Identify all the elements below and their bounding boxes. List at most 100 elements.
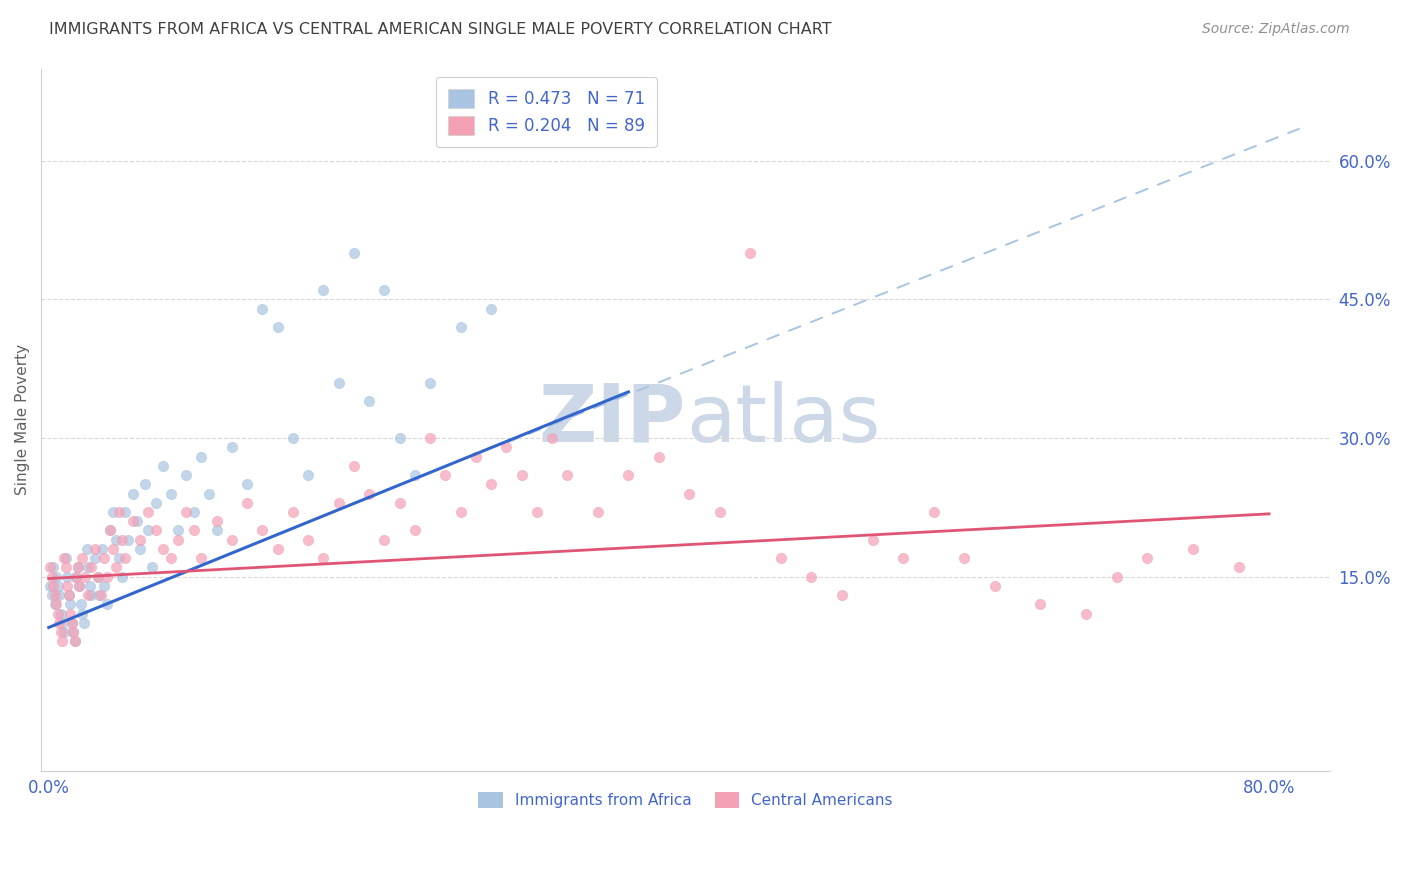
- Point: [44, 588, 66, 602]
- Point: [183, 505, 205, 519]
- Y-axis label: Single Male Poverty: Single Male Poverty: [15, 344, 30, 495]
- Point: [101, 541, 124, 556]
- Point: [922, 505, 945, 519]
- Point: [65, 569, 87, 583]
- Point: [51, 615, 73, 630]
- Point: [108, 505, 131, 519]
- Point: [101, 505, 124, 519]
- Point: [114, 551, 136, 566]
- Point: [66, 560, 89, 574]
- Point: [127, 514, 149, 528]
- Point: [121, 514, 143, 528]
- Point: [586, 505, 609, 519]
- Point: [221, 440, 243, 454]
- Point: [45, 569, 67, 583]
- Point: [1074, 607, 1097, 621]
- Point: [108, 551, 131, 566]
- Point: [49, 625, 72, 640]
- Point: [388, 496, 411, 510]
- Legend: Immigrants from Africa, Central Americans: Immigrants from Africa, Central American…: [471, 784, 900, 815]
- Point: [464, 450, 486, 464]
- Point: [56, 579, 79, 593]
- Point: [55, 551, 77, 566]
- Point: [328, 496, 350, 510]
- Point: [77, 588, 100, 602]
- Point: [55, 560, 77, 574]
- Point: [1105, 569, 1128, 583]
- Point: [104, 533, 127, 547]
- Point: [510, 468, 533, 483]
- Point: [831, 588, 853, 602]
- Point: [48, 588, 70, 602]
- Point: [190, 450, 212, 464]
- Point: [174, 468, 197, 483]
- Point: [145, 524, 167, 538]
- Point: [67, 579, 90, 593]
- Point: [167, 524, 190, 538]
- Point: [141, 560, 163, 574]
- Point: [159, 551, 181, 566]
- Point: [58, 588, 80, 602]
- Point: [526, 505, 548, 519]
- Point: [67, 579, 90, 593]
- Text: atlas: atlas: [686, 381, 880, 458]
- Point: [87, 588, 110, 602]
- Point: [343, 246, 366, 260]
- Point: [159, 486, 181, 500]
- Point: [72, 551, 94, 566]
- Point: [76, 541, 98, 556]
- Point: [359, 486, 381, 500]
- Point: [419, 431, 441, 445]
- Point: [983, 579, 1005, 593]
- Point: [90, 588, 112, 602]
- Point: [404, 468, 426, 483]
- Point: [45, 598, 67, 612]
- Point: [190, 551, 212, 566]
- Point: [152, 541, 174, 556]
- Point: [44, 598, 66, 612]
- Point: [891, 551, 914, 566]
- Point: [557, 468, 579, 483]
- Point: [145, 496, 167, 510]
- Point: [450, 320, 472, 334]
- Point: [709, 505, 731, 519]
- Point: [80, 588, 103, 602]
- Point: [678, 486, 700, 500]
- Point: [152, 458, 174, 473]
- Point: [541, 431, 564, 445]
- Point: [388, 431, 411, 445]
- Point: [236, 477, 259, 491]
- Point: [281, 431, 304, 445]
- Point: [62, 625, 84, 640]
- Point: [86, 569, 108, 583]
- Point: [80, 560, 103, 574]
- Point: [221, 533, 243, 547]
- Point: [617, 468, 640, 483]
- Point: [134, 477, 156, 491]
- Point: [59, 607, 82, 621]
- Point: [114, 505, 136, 519]
- Point: [86, 569, 108, 583]
- Point: [121, 486, 143, 500]
- Point: [266, 320, 288, 334]
- Point: [48, 615, 70, 630]
- Point: [129, 533, 152, 547]
- Point: [297, 533, 319, 547]
- Point: [98, 524, 121, 538]
- Point: [769, 551, 792, 566]
- Text: Source: ZipAtlas.com: Source: ZipAtlas.com: [1202, 22, 1350, 37]
- Point: [72, 607, 94, 621]
- Point: [41, 569, 63, 583]
- Point: [419, 376, 441, 390]
- Point: [77, 560, 100, 574]
- Point: [60, 615, 83, 630]
- Point: [174, 505, 197, 519]
- Point: [359, 394, 381, 409]
- Point: [63, 634, 86, 648]
- Point: [91, 541, 114, 556]
- Point: [69, 598, 91, 612]
- Point: [236, 496, 259, 510]
- Point: [111, 569, 134, 583]
- Point: [434, 468, 457, 483]
- Point: [59, 598, 82, 612]
